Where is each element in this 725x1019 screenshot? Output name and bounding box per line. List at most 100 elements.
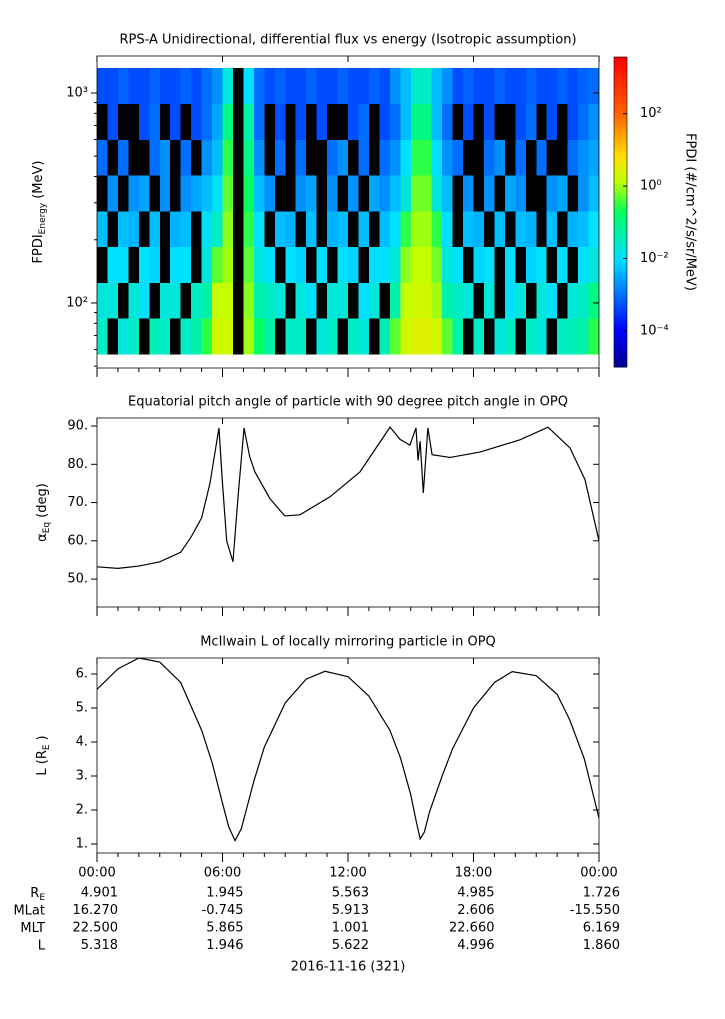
colorbar-swatch bbox=[614, 129, 627, 133]
spectrogram-cell bbox=[473, 318, 485, 355]
y-axis-label-suffix: ) bbox=[35, 735, 50, 740]
spectrogram-cell bbox=[348, 68, 360, 105]
colorbar-swatch bbox=[614, 250, 627, 254]
y-tick-label: 2. bbox=[76, 802, 88, 817]
spectrogram-cell bbox=[222, 246, 234, 283]
spectrogram-cell bbox=[483, 68, 496, 105]
no-data-cell bbox=[483, 318, 496, 355]
no-data-cell bbox=[170, 318, 182, 355]
colorbar-swatch bbox=[614, 299, 627, 303]
spectrogram-cell bbox=[463, 282, 475, 319]
spectrogram-cell bbox=[525, 103, 537, 141]
no-data-cell bbox=[452, 103, 464, 141]
colorbar-swatch bbox=[614, 243, 627, 247]
ephemeris-value: 5.865 bbox=[206, 921, 243, 936]
spectrogram-cell bbox=[358, 318, 370, 355]
no-data-cell bbox=[306, 318, 318, 355]
colorbar-tick-label: 10⁻⁴ bbox=[640, 323, 669, 338]
spectrogram-cell bbox=[274, 68, 286, 105]
colorbar-swatch bbox=[614, 258, 627, 262]
colorbar-swatch bbox=[614, 196, 627, 200]
spectrogram-cell bbox=[264, 318, 276, 355]
spectrogram-cell bbox=[379, 68, 391, 105]
colorbar-swatch bbox=[614, 315, 627, 319]
spectrogram-cell bbox=[149, 103, 161, 141]
no-data-cell bbox=[232, 211, 245, 248]
colorbar-swatch bbox=[614, 346, 627, 350]
x-tick-label: 00:00 bbox=[580, 866, 617, 881]
spectrogram-cell bbox=[567, 211, 579, 248]
colorbar-swatch bbox=[614, 93, 627, 97]
no-data-cell bbox=[149, 282, 161, 319]
spectrogram-cell bbox=[536, 282, 548, 319]
colorbar-swatch bbox=[614, 100, 627, 104]
colorbar-swatch bbox=[614, 232, 627, 236]
no-data-cell bbox=[285, 103, 297, 141]
no-data-cell bbox=[337, 318, 349, 355]
colorbar-swatch bbox=[614, 131, 627, 135]
spectrogram-cell bbox=[159, 175, 171, 212]
no-data-cell bbox=[264, 139, 276, 176]
colorbar-swatch bbox=[614, 137, 627, 141]
y-axis-label-sub: E bbox=[42, 744, 52, 750]
spectrogram-cell bbox=[504, 282, 516, 319]
no-data-cell bbox=[264, 211, 276, 248]
ephemeris-label-main: L bbox=[38, 938, 46, 953]
spectrogram-cell bbox=[253, 318, 265, 355]
colorbar-swatch bbox=[614, 72, 627, 76]
spectrogram-cell bbox=[295, 139, 307, 176]
spectrogram-cell bbox=[337, 211, 349, 248]
spectrogram-cell bbox=[264, 282, 276, 319]
colorbar-swatch bbox=[614, 111, 627, 115]
spectrogram-cell bbox=[400, 318, 412, 355]
spectrogram-cell bbox=[431, 211, 443, 248]
spectrogram-cell bbox=[463, 68, 475, 105]
spectrogram-cell bbox=[452, 282, 464, 319]
ephemeris-value: 1.945 bbox=[206, 886, 243, 901]
no-data-cell bbox=[327, 103, 339, 141]
colorbar-swatch bbox=[614, 356, 627, 360]
spectrogram-cell bbox=[546, 282, 558, 319]
spectrogram-cell bbox=[358, 211, 370, 248]
no-data-cell bbox=[536, 211, 548, 248]
spectrogram-cell bbox=[400, 175, 412, 212]
spectrogram-cell bbox=[431, 318, 443, 355]
y-tick-label: 3. bbox=[76, 768, 88, 783]
no-data-cell bbox=[232, 139, 245, 176]
no-data-cell bbox=[337, 175, 349, 212]
colorbar-swatch bbox=[614, 57, 627, 61]
spectrogram-cell bbox=[97, 282, 109, 319]
colorbar-swatch bbox=[614, 199, 627, 203]
colorbar-swatch bbox=[614, 279, 627, 283]
colorbar-swatch bbox=[614, 255, 627, 259]
x-tick-label: 18:00 bbox=[455, 866, 492, 881]
spectrogram-cell bbox=[128, 318, 140, 355]
colorbar-swatch bbox=[614, 95, 627, 99]
ephemeris-value: 22.660 bbox=[449, 921, 495, 936]
spectrogram-cell bbox=[525, 246, 537, 283]
no-data-cell bbox=[138, 139, 150, 176]
no-data-cell bbox=[232, 68, 245, 105]
spectrogram-cell bbox=[578, 282, 590, 319]
spectrogram-cell bbox=[421, 246, 433, 283]
spectrogram-cell bbox=[159, 318, 171, 355]
panel-title: RPS-A Unidirectional, differential flux … bbox=[119, 33, 576, 48]
no-data-cell bbox=[525, 139, 537, 176]
spectrogram-cell bbox=[504, 246, 516, 283]
no-data-cell bbox=[232, 282, 245, 319]
y-tick-label: 10² bbox=[66, 295, 88, 310]
colorbar-swatch bbox=[614, 90, 627, 94]
no-data-cell bbox=[97, 103, 109, 141]
no-data-cell bbox=[191, 211, 203, 248]
no-data-cell bbox=[452, 211, 464, 248]
spectrogram-cell bbox=[295, 318, 307, 355]
no-data-cell bbox=[180, 103, 192, 141]
ephemeris-value: 2.606 bbox=[457, 903, 494, 918]
colorbar-swatch bbox=[614, 341, 627, 345]
colorbar-swatch bbox=[614, 217, 627, 221]
no-data-cell bbox=[348, 139, 360, 176]
no-data-cell bbox=[232, 318, 245, 355]
no-data-cell bbox=[295, 211, 307, 248]
spectrogram-cell bbox=[494, 211, 506, 248]
no-data-cell bbox=[557, 103, 569, 141]
